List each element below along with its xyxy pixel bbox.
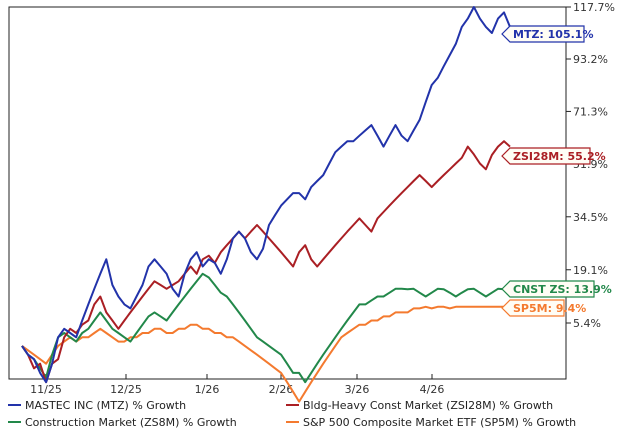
legend: MASTEC INC (MTZ) % Growth Bldg-Heavy Cons… [8,399,576,429]
callout-box-2 [501,280,595,298]
callout-box-3 [501,299,565,317]
callout-box-0 [501,25,585,43]
y-tick-label: 34.5% [573,211,608,224]
x-tick-label: 4/26 [420,383,445,396]
x-tick-label: 1/26 [195,383,220,396]
y-axis: 117.7%93.2%71.3%51.9%34.5%19.1%5.4% [566,1,615,330]
y-tick-label: 117.7% [573,1,615,14]
legend-label-1: Bldg-Heavy Const Market (ZSI28M) % Growt… [303,399,553,412]
x-axis: 11/25 12/25 1/26 2/26 3/26 4/26 [30,374,444,396]
series-line-3 [21,305,510,403]
y-tick-label: 19.1% [573,264,608,277]
callout-label-0: MTZ: 105.1% [513,28,593,41]
y-tick-label: 71.3% [573,105,608,118]
series-lines [21,6,511,403]
legend-label-0: MASTEC INC (MTZ) % Growth [25,399,186,412]
series-line-0 [21,6,511,384]
series-line-2 [21,272,510,384]
plot-frame [8,6,567,380]
y-tick-label: 5.4% [573,317,601,330]
x-tick-label: 2/26 [269,383,294,396]
series-line-1 [21,140,511,384]
y-tick-label: 93.2% [573,53,608,66]
callout-label-3: SP5M: 9.4% [513,302,586,315]
x-tick-label: 12/25 [110,383,142,396]
series-callouts: MTZ: 105.1% ZSI28M: 55.2% CNST ZS: 13.9% SP… [501,25,612,317]
x-tick-label: 11/25 [30,383,62,396]
callout-label-2: CNST ZS: 13.9% [513,283,612,296]
callout-label-1: ZSI28M: 55.2% [513,150,606,163]
legend-label-2: Construction Market (ZS8M) % Growth [25,416,237,429]
x-tick-label: 3/26 [345,383,370,396]
callout-box-1 [501,147,591,165]
legend-label-3: S&P 500 Composite Market ETF (SP5M) % Gr… [303,416,576,429]
